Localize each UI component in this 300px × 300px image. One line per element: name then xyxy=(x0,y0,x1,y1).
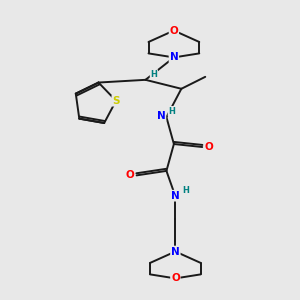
Text: N: N xyxy=(171,247,180,256)
Text: N: N xyxy=(169,52,178,62)
Text: O: O xyxy=(171,273,180,284)
Text: N: N xyxy=(157,111,165,121)
Text: S: S xyxy=(112,96,120,106)
Text: H: H xyxy=(182,186,189,195)
Text: O: O xyxy=(126,170,134,180)
Text: O: O xyxy=(169,26,178,36)
Text: H: H xyxy=(150,70,157,79)
Text: O: O xyxy=(205,142,213,152)
Text: N: N xyxy=(171,191,180,201)
Text: H: H xyxy=(168,107,175,116)
